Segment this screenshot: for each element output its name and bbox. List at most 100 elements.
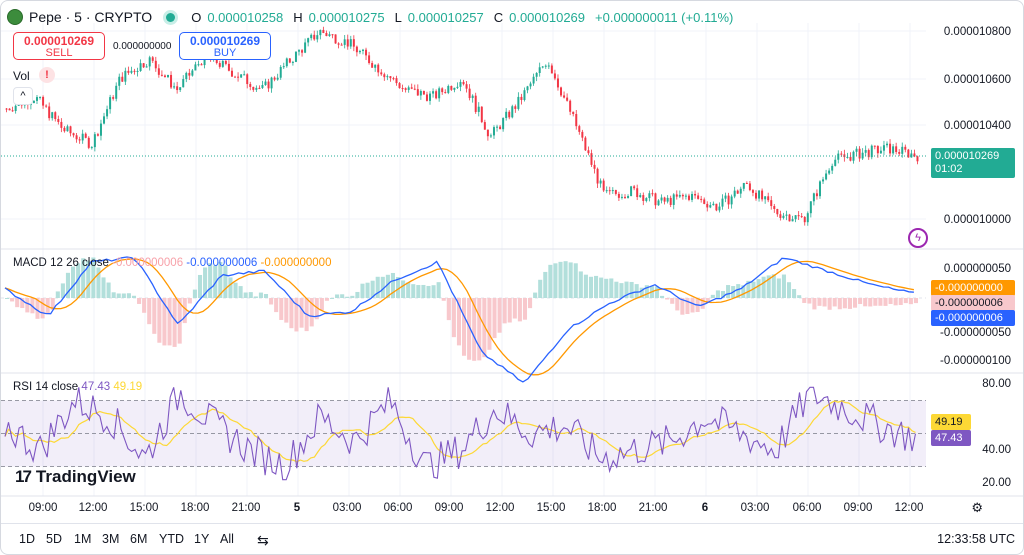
price-candle (349, 39, 352, 47)
macd-histogram-bar (863, 298, 868, 307)
price-candle (560, 87, 563, 96)
time-axis-label: 15:00 (129, 502, 159, 514)
price-candle (657, 200, 660, 206)
range-3m-button[interactable]: 3M (102, 532, 120, 546)
price-candle (633, 186, 636, 189)
macd-axis-label: -0.000000050 (940, 327, 1011, 339)
macd-histogram-bar (157, 298, 162, 343)
macd-histogram-bar (903, 298, 908, 304)
price-candle (849, 156, 852, 161)
price-candle (837, 153, 840, 160)
price-candle (700, 198, 703, 200)
macd-histogram-bar (20, 298, 25, 309)
rsi-line (4, 386, 917, 481)
tradingview-logo: 17 TradingView (15, 467, 136, 487)
price-candle (535, 72, 538, 77)
buy-button[interactable]: 0.000010269 BUY (179, 32, 271, 60)
macd-histogram-bar (675, 298, 680, 311)
price-candle (672, 194, 675, 205)
price-candle (352, 39, 355, 47)
price-candle (712, 203, 715, 206)
price-axis-label: 0.000010000 (943, 214, 1011, 226)
price-candle (758, 190, 761, 199)
price-candle (462, 81, 465, 85)
utc-clock[interactable]: 12:33:58 UTC (937, 532, 1015, 546)
warning-icon[interactable]: ! (39, 67, 55, 83)
symbol-name[interactable]: Pepe · 5 · CRYPTO (29, 9, 153, 25)
price-candle (822, 179, 825, 182)
price-candle (910, 153, 913, 158)
price-candle (831, 165, 834, 171)
macd-histogram-bar (60, 283, 65, 298)
macd-histogram-bar (86, 260, 91, 298)
sell-label: SELL (45, 47, 73, 59)
macd-histogram-bar (258, 292, 263, 298)
price-candle (724, 195, 727, 199)
collapse-chevron-icon[interactable]: ^ (13, 87, 33, 105)
macd-histogram-bar (152, 298, 157, 334)
range-all-button[interactable]: All (220, 532, 234, 546)
price-candle (285, 58, 288, 67)
date-range-calendar-icon[interactable]: ⇆ (257, 532, 269, 548)
price-candle (447, 85, 450, 93)
price-candle (60, 121, 63, 128)
rsi-ma-tag: 49.19 (931, 414, 971, 430)
range-1d-button[interactable]: 1D (19, 532, 35, 546)
price-candle (200, 64, 203, 66)
range-1y-button[interactable]: 1Y (194, 532, 210, 546)
price-candle (541, 66, 544, 68)
price-candle (234, 76, 237, 78)
macd-histogram-bar (538, 279, 543, 298)
macd-histogram-bar (502, 298, 507, 324)
price-candle (550, 65, 553, 74)
price-candle (620, 196, 623, 198)
price-candle (63, 127, 66, 132)
price-candle (502, 118, 505, 130)
price-candle (307, 38, 310, 43)
macd-histogram-bar (548, 264, 553, 298)
price-candle (398, 83, 401, 89)
macd-histogram-bar (492, 298, 497, 339)
price-candle (882, 145, 885, 151)
price-candle (453, 87, 456, 90)
price-candle (32, 100, 35, 103)
macd-title[interactable]: MACD 12 26 close -0.000000006 -0.0000000… (13, 257, 331, 269)
time-axis-label: 21:00 (638, 502, 668, 514)
price-candle (380, 72, 383, 75)
price-candle (72, 133, 75, 136)
price-candle (474, 95, 477, 112)
price-candle (218, 63, 221, 67)
range-5d-button[interactable]: 5D (46, 532, 62, 546)
macd-histogram-bar (822, 298, 827, 307)
macd-histogram-bar (761, 276, 766, 298)
settings-gear-icon[interactable]: ⚙ (971, 500, 983, 515)
price-candle (124, 70, 127, 82)
rsi-tag: 47.43 (931, 430, 971, 446)
price-candle (243, 74, 246, 76)
macd-line (4, 256, 914, 383)
price-candle (834, 159, 837, 166)
price-axis-label: 0.000010600 (943, 74, 1011, 86)
price-candle (419, 91, 422, 96)
price-candle (639, 195, 642, 198)
macd-histogram-bar (111, 292, 116, 298)
macd-histogram-bar (187, 298, 192, 304)
price-candle (748, 183, 751, 191)
macd-histogram-bar (533, 292, 538, 298)
macd-histogram-bar (543, 271, 548, 298)
price-candle (343, 39, 346, 45)
range-6m-button[interactable]: 6M (130, 532, 148, 546)
range-ytd-button[interactable]: YTD (159, 532, 184, 546)
sell-button[interactable]: 0.000010269 SELL (13, 32, 105, 60)
low-value: 0.000010257 (407, 9, 484, 25)
rsi-title[interactable]: RSI 14 close 47.43 49.19 (13, 381, 142, 393)
price-candle (596, 168, 599, 184)
close-value: 0.000010269 (509, 9, 586, 25)
macd-histogram-bar (802, 298, 807, 303)
macd-histogram-bar (324, 298, 329, 301)
volume-label[interactable]: Vol (13, 69, 30, 83)
lightning-icon[interactable]: ϟ (908, 228, 928, 248)
range-1m-button[interactable]: 1M (74, 532, 92, 546)
price-candle (438, 88, 441, 99)
